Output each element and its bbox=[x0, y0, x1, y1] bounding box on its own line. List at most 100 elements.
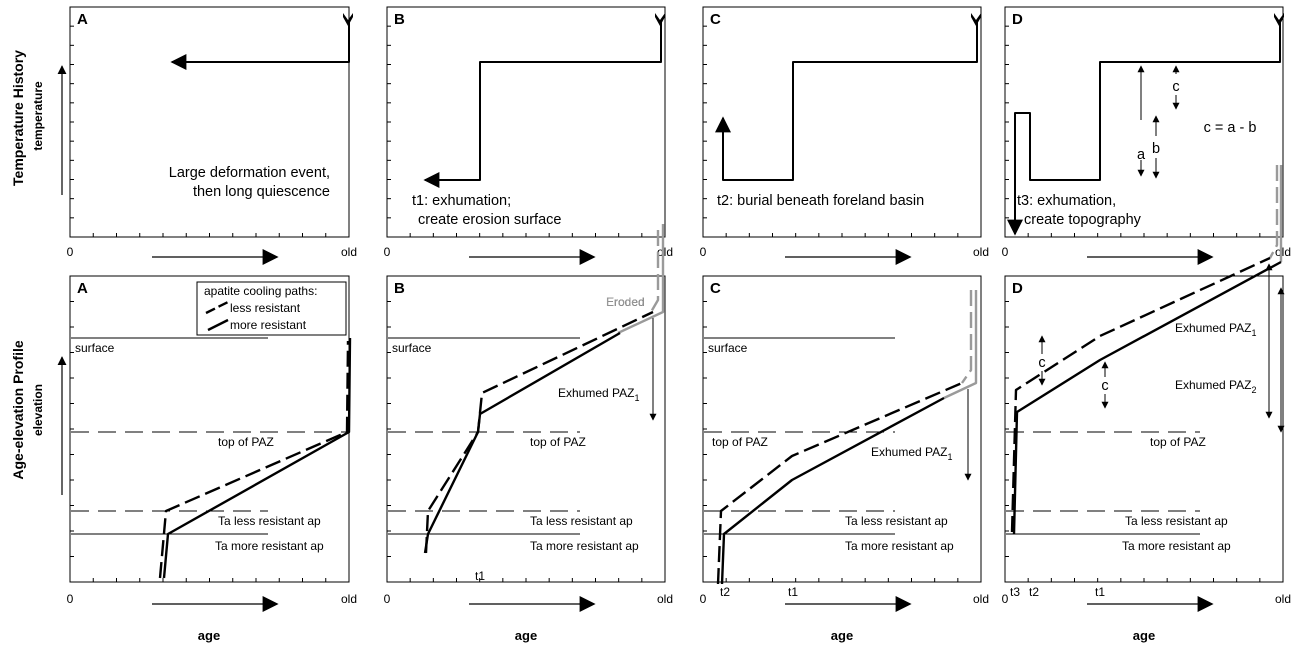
panel-letter: C bbox=[710, 11, 721, 28]
caption-line-2: then long quiescence bbox=[193, 184, 330, 200]
x-axis-title: age bbox=[198, 628, 220, 643]
temperature-history-plot: B 0 old bbox=[384, 6, 673, 265]
x-zero-label: 0 bbox=[1002, 592, 1009, 606]
x-old-label: old bbox=[341, 592, 357, 606]
age-elevation-plot: D 0 old age bbox=[1002, 275, 1291, 643]
panel-c: C 0 old C 0 old age bbox=[700, 6, 989, 643]
surface-label: surface bbox=[392, 341, 432, 355]
legend-box bbox=[196, 281, 347, 336]
x-old-label: old bbox=[973, 245, 989, 259]
ta-more-label: Ta more resistant ap bbox=[215, 539, 324, 553]
age-elevation-plot: C 0 old age bbox=[700, 275, 989, 643]
panel-b-content: t1: exhumation; create erosion surface sur… bbox=[388, 13, 665, 583]
ta-more-label: Ta more resistant ap bbox=[530, 539, 639, 553]
cooling-path bbox=[1007, 22, 1281, 236]
more-resistant-path bbox=[720, 396, 945, 585]
age-elevation-plot: B 0 old age bbox=[384, 275, 673, 643]
caption-line-1: Large deformation event, bbox=[169, 165, 330, 181]
t1-label: t1 bbox=[1095, 585, 1105, 599]
x-zero-label: 0 bbox=[67, 245, 74, 259]
eroded-less-path bbox=[961, 290, 973, 384]
x-old-label: old bbox=[1275, 592, 1291, 606]
x-axis-title: age bbox=[515, 628, 537, 643]
temperature-history-plot: A 0 old bbox=[67, 6, 357, 265]
x-zero-label: 0 bbox=[67, 592, 74, 606]
x-zero-label: 0 bbox=[700, 245, 707, 259]
temperature-history-plot: D 0 old bbox=[1002, 6, 1291, 265]
less-resistant-path bbox=[1010, 256, 1271, 533]
x-zero-label: 0 bbox=[384, 592, 391, 606]
legend-less-label: less resistant bbox=[230, 301, 301, 315]
caption-line-1: t2: burial beneath foreland basin bbox=[717, 193, 924, 209]
exhumed-paz-label: Exhumed PAZ1 bbox=[558, 386, 640, 403]
x-old-label: old bbox=[657, 592, 673, 606]
top-paz-label: top of PAZ bbox=[218, 435, 274, 449]
panel-c-content: t2: burial beneath foreland basin surface… bbox=[704, 13, 981, 599]
legend: apatite cooling paths: less resistant more… bbox=[196, 281, 347, 336]
less-resistant-path bbox=[716, 381, 963, 585]
eroded-more-path bbox=[943, 290, 978, 400]
panel-letter: A bbox=[77, 280, 88, 297]
caption-line-2: create topography bbox=[1024, 212, 1142, 228]
caption-line-1: t1: exhumation; bbox=[412, 193, 511, 209]
x-axis-title: age bbox=[831, 628, 853, 643]
panel-letter: D bbox=[1012, 280, 1023, 297]
top-paz-label: top of PAZ bbox=[1150, 435, 1206, 449]
top-paz-label: top of PAZ bbox=[530, 435, 586, 449]
temperature-history-plot: C 0 old bbox=[700, 6, 989, 265]
caption-line-2: create erosion surface bbox=[418, 212, 561, 228]
t2-label: t2 bbox=[720, 585, 730, 599]
caption-line-1: t3: exhumation, bbox=[1017, 193, 1116, 209]
panel-a: A 0 old A 0 old age bbox=[67, 6, 357, 643]
x-zero-label: 0 bbox=[700, 592, 707, 606]
temperature-frame bbox=[69, 6, 350, 238]
t1-label: t1 bbox=[475, 569, 485, 583]
more-resistant-path bbox=[162, 337, 352, 579]
t2-label: t2 bbox=[1029, 585, 1039, 599]
svg-text:Temperature History: Temperature History bbox=[10, 50, 26, 186]
exhumed-paz2-label: Exhumed PAZ2 bbox=[1175, 378, 1257, 395]
c-label: c bbox=[1172, 79, 1179, 95]
more-resistant-path bbox=[1012, 260, 1282, 535]
x-old-label: old bbox=[657, 245, 673, 259]
legend-dashed-swatch bbox=[205, 300, 229, 315]
svg-text:elevation: elevation bbox=[31, 384, 45, 436]
less-resistant-path bbox=[158, 340, 350, 579]
eroded-label-grey: Eroded bbox=[606, 295, 645, 309]
x-old-label: old bbox=[973, 592, 989, 606]
exhumed-paz-label: Exhumed PAZ1 bbox=[871, 445, 953, 462]
x-axis-title: age bbox=[1133, 628, 1155, 643]
panel-a-content: Large deformation event, then long quiesc… bbox=[71, 13, 353, 579]
panel-letter: B bbox=[394, 11, 405, 28]
panel-letter: B bbox=[394, 280, 405, 297]
t1-label: t1 bbox=[788, 585, 798, 599]
eroded-less-path bbox=[649, 230, 660, 313]
ta-more-label: Ta more resistant ap bbox=[845, 539, 954, 553]
panel-letter: A bbox=[77, 11, 88, 28]
ta-more-label: Ta more resistant ap bbox=[1122, 539, 1231, 553]
eroded-more-path bbox=[617, 224, 665, 335]
panel-letter: D bbox=[1012, 11, 1023, 28]
svg-text:temperature: temperature bbox=[31, 81, 45, 151]
svg-text:Age-elevation Profile: Age-elevation Profile bbox=[10, 340, 26, 479]
x-zero-label: 0 bbox=[1002, 245, 1009, 259]
c-equation: c = a - b bbox=[1204, 120, 1257, 136]
top-paz-label: top of PAZ bbox=[712, 435, 768, 449]
eroded-less-path bbox=[1268, 165, 1279, 259]
eroded-label: Eroded bbox=[606, 295, 645, 309]
b-label: b bbox=[1152, 141, 1160, 157]
row-title-bottom: Age-elevation Profile elevation bbox=[10, 340, 67, 495]
x-zero-label: 0 bbox=[384, 245, 391, 259]
ta-less-label: Ta less resistant ap bbox=[1125, 514, 1228, 528]
a-label: a bbox=[1137, 147, 1146, 163]
exhumed-paz1-label: Exhumed PAZ1 bbox=[1175, 321, 1257, 338]
x-old-label: old bbox=[341, 245, 357, 259]
cooling-path bbox=[170, 22, 350, 70]
panel-d: D 0 old D 0 old age bbox=[1002, 6, 1291, 643]
elevation-frame bbox=[702, 275, 982, 583]
c-spacing-label-1: c bbox=[1038, 355, 1045, 371]
row-title-top: Temperature History temperature bbox=[10, 50, 67, 195]
legend-more-label: more resistant bbox=[230, 318, 307, 332]
cooling-path bbox=[715, 22, 978, 181]
surface-label: surface bbox=[75, 341, 115, 355]
